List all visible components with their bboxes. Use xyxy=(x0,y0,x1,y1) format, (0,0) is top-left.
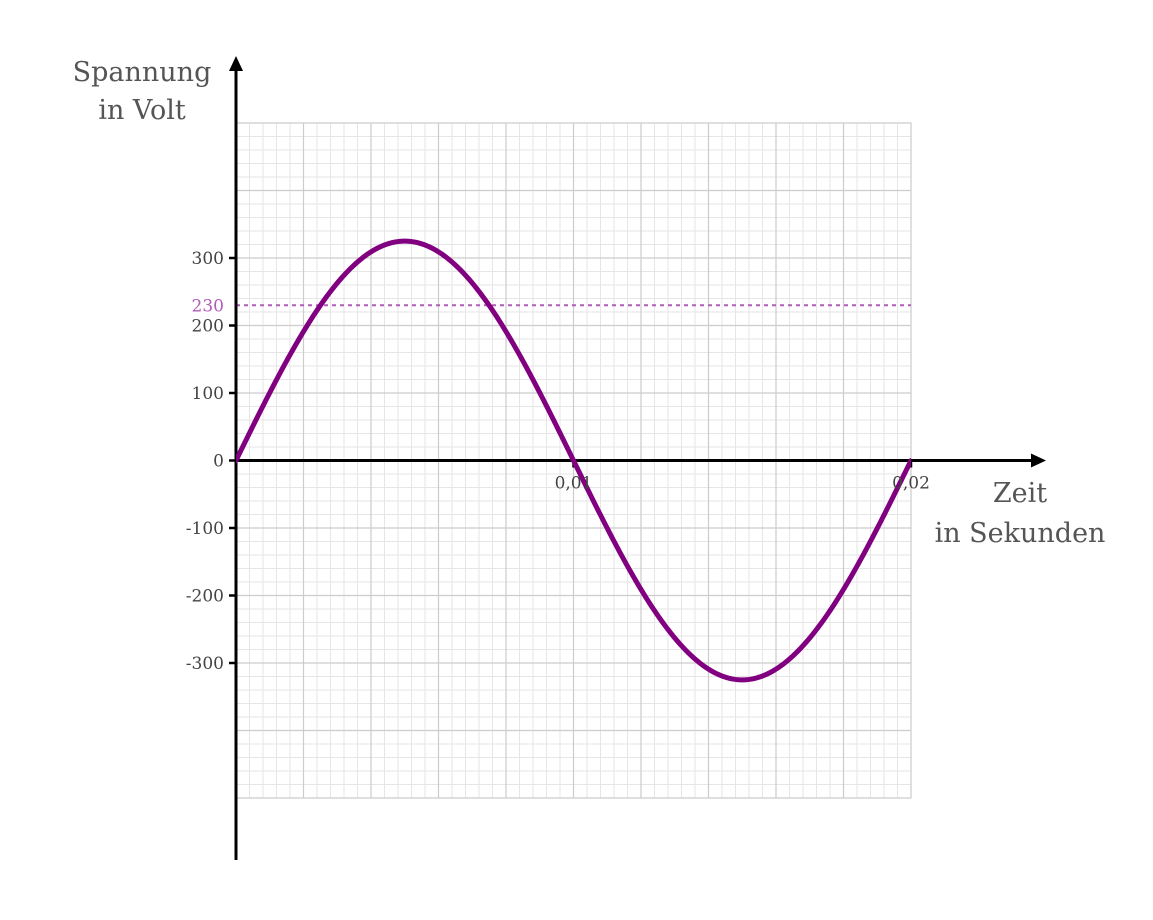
y-axis-arrow xyxy=(229,56,243,71)
x-tick-label: 0,01 xyxy=(555,474,593,494)
x-tick-label: 0,02 xyxy=(892,474,930,494)
y-tick-label: -100 xyxy=(186,519,224,539)
x-axis-title-line1: Zeit xyxy=(993,478,1047,509)
y-tick-label: -300 xyxy=(186,654,224,674)
series-line-voltage xyxy=(236,238,911,683)
reference-label-230: 230 xyxy=(192,296,224,316)
y-tick-label: 200 xyxy=(192,317,224,337)
series-layer xyxy=(236,238,911,683)
axes xyxy=(229,56,1046,860)
y-axis-title-line2: in Volt xyxy=(98,95,186,126)
y-tick-label: 300 xyxy=(192,249,224,269)
y-tick-label: -200 xyxy=(186,587,224,607)
x-axis-arrow xyxy=(1031,453,1046,468)
x-axis-title-line2: in Sekunden xyxy=(935,518,1106,549)
y-axis-title-line1: Spannung xyxy=(73,57,212,88)
y-tick-label: 100 xyxy=(192,384,224,404)
y-tick-label: 0 xyxy=(213,452,224,472)
tick-labels: 300 200 100 0 -100 -200 -300 0,01 0,02 230 xyxy=(186,249,930,674)
